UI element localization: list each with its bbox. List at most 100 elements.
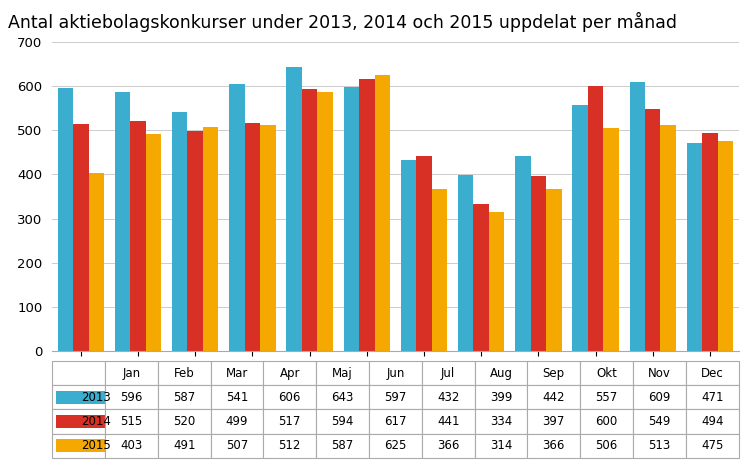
Bar (604, 127, 618, 351)
Text: Maj: Maj (332, 367, 353, 380)
Bar (105, 361, 158, 385)
Text: 441: 441 (437, 415, 460, 428)
Text: 587: 587 (173, 391, 195, 404)
Bar (210, 385, 263, 410)
Text: 2013: 2013 (81, 391, 111, 404)
Bar (718, 142, 733, 351)
Bar (263, 410, 316, 433)
Text: 366: 366 (542, 439, 565, 452)
Text: Mar: Mar (226, 367, 248, 380)
Bar (229, 84, 245, 351)
Bar (489, 212, 504, 351)
Text: 506: 506 (595, 439, 618, 452)
Bar (105, 410, 158, 433)
Bar (263, 361, 316, 385)
Bar (474, 410, 527, 433)
Text: Apr: Apr (280, 367, 300, 380)
Bar (52, 433, 105, 458)
Text: 600: 600 (595, 415, 618, 428)
Text: 2015: 2015 (81, 439, 111, 452)
Text: 596: 596 (120, 391, 142, 404)
Bar (57, 439, 108, 452)
Bar (474, 433, 527, 458)
Text: 625: 625 (384, 439, 407, 452)
Bar (145, 134, 161, 351)
Bar (203, 127, 219, 351)
Bar (187, 131, 203, 351)
Bar (57, 415, 108, 428)
Bar (131, 121, 145, 351)
Bar (474, 385, 527, 410)
Bar (369, 361, 421, 385)
Text: 499: 499 (226, 415, 248, 428)
Text: 314: 314 (490, 439, 513, 452)
Bar (633, 410, 686, 433)
Bar (421, 385, 474, 410)
Bar (580, 361, 633, 385)
Bar (702, 133, 718, 351)
Bar (263, 385, 316, 410)
Text: 643: 643 (331, 391, 354, 404)
Bar (580, 433, 633, 458)
Bar (474, 204, 489, 351)
Bar (210, 410, 263, 433)
Bar (580, 410, 633, 433)
Bar (316, 385, 369, 410)
Text: 471: 471 (701, 391, 724, 404)
Text: 442: 442 (542, 391, 565, 404)
Bar (686, 410, 739, 433)
Text: 557: 557 (595, 391, 618, 404)
Text: Sep: Sep (542, 367, 565, 380)
Bar (158, 433, 210, 458)
Bar (527, 433, 580, 458)
Bar (158, 410, 210, 433)
Bar (57, 88, 73, 351)
Bar (89, 173, 104, 351)
Text: Dec: Dec (700, 367, 724, 380)
Bar (588, 86, 604, 351)
Text: 491: 491 (173, 439, 195, 452)
Bar (369, 385, 421, 410)
Bar (660, 125, 676, 351)
Bar (421, 433, 474, 458)
Bar (115, 92, 131, 351)
Text: 399: 399 (490, 391, 513, 404)
Bar (73, 124, 89, 351)
Bar (416, 156, 432, 351)
Bar (633, 361, 686, 385)
Text: 403: 403 (120, 439, 142, 452)
Bar (245, 123, 260, 351)
Text: 494: 494 (701, 415, 724, 428)
Text: 334: 334 (490, 415, 512, 428)
Text: 2014: 2014 (81, 415, 111, 428)
Text: 549: 549 (648, 415, 671, 428)
Bar (260, 125, 275, 351)
Bar (210, 361, 263, 385)
Bar (527, 361, 580, 385)
Bar (286, 67, 302, 351)
Bar (572, 105, 588, 351)
Bar (401, 160, 416, 351)
Text: 397: 397 (542, 415, 565, 428)
Bar (369, 433, 421, 458)
Bar (687, 143, 702, 351)
Bar (474, 361, 527, 385)
Bar (158, 385, 210, 410)
Bar (374, 75, 390, 351)
Bar (105, 385, 158, 410)
Text: Jul: Jul (441, 367, 455, 380)
Bar (421, 410, 474, 433)
Text: 617: 617 (384, 415, 407, 428)
Bar (515, 156, 530, 351)
Text: Jun: Jun (386, 367, 404, 380)
Bar (369, 410, 421, 433)
Bar (316, 361, 369, 385)
Text: 606: 606 (278, 391, 301, 404)
Bar (421, 361, 474, 385)
Bar (527, 410, 580, 433)
Text: Nov: Nov (648, 367, 671, 380)
Text: 517: 517 (278, 415, 301, 428)
Text: 366: 366 (437, 439, 460, 452)
Bar (158, 361, 210, 385)
Bar (57, 391, 108, 404)
